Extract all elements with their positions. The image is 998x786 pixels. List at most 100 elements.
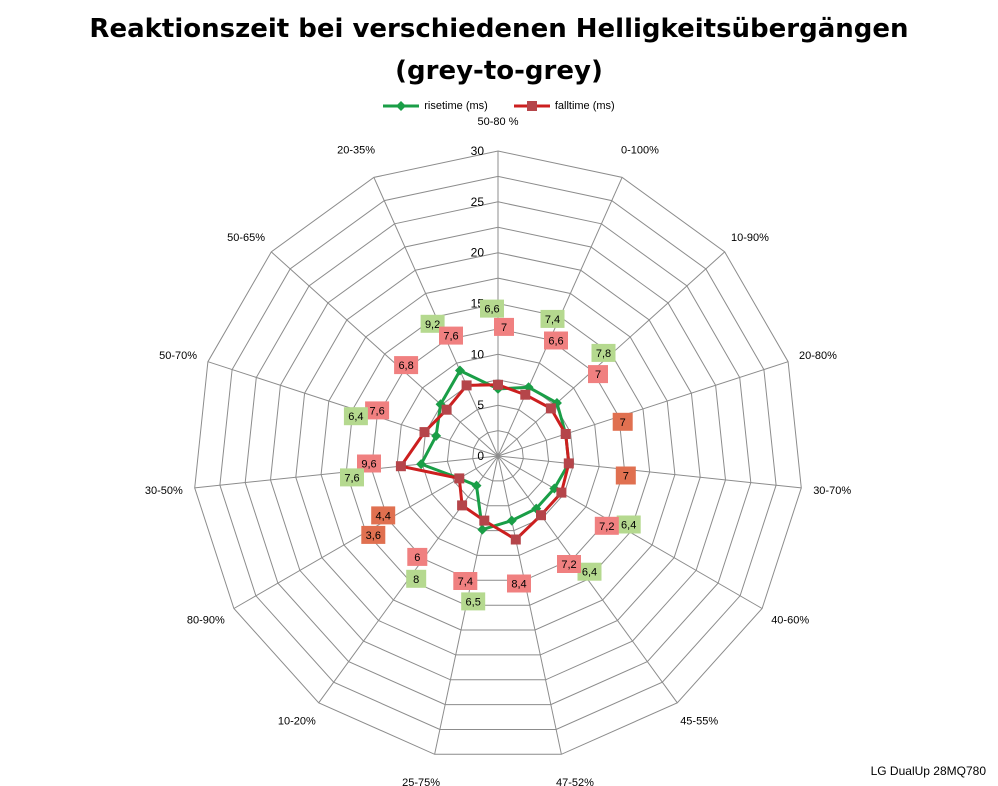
data-label: 6,4 — [582, 567, 597, 579]
data-label: 7 — [595, 369, 601, 381]
data-label-bg — [588, 365, 608, 384]
legend-label-risetime: risetime (ms) — [424, 100, 488, 112]
brand-label: LG DualUp 28MQ780 — [870, 764, 986, 778]
data-point-risetime — [471, 480, 482, 491]
legend-swatch-risetime — [383, 101, 420, 111]
data-label-bg — [361, 525, 386, 544]
data-label: 6,6 — [548, 336, 563, 348]
title-line-1: Reaktionszeit bei verschiedenen Helligke… — [89, 14, 909, 44]
data-point-falltime — [454, 473, 465, 484]
data-point-risetime — [454, 365, 465, 376]
data-point-falltime — [441, 404, 452, 415]
data-label-bg — [453, 572, 478, 590]
data-point-falltime — [510, 534, 521, 545]
data-label: 7,2 — [561, 559, 576, 571]
data-label: 4,4 — [376, 510, 391, 522]
data-label: 7 — [620, 417, 626, 429]
data-label: 7,2 — [599, 521, 614, 533]
data-label: 7 — [501, 322, 507, 334]
category-label: 25-75% — [402, 777, 440, 786]
legend-item-falltime: falltime (ms) — [513, 100, 615, 112]
data-label-bg — [507, 574, 531, 593]
data-label-bg — [357, 454, 381, 473]
data-point-falltime — [563, 458, 574, 469]
category-label: 50-80 % — [478, 116, 519, 128]
grid-ring — [345, 302, 651, 606]
data-point-falltime — [395, 461, 406, 472]
data-point-falltime — [461, 380, 472, 391]
category-label: 0-100% — [621, 144, 659, 156]
data-label-bg — [615, 466, 636, 485]
data-label-bg — [612, 412, 633, 431]
tick-label: 25 — [471, 195, 485, 209]
grid-ring — [371, 328, 625, 581]
data-label: 7,6 — [344, 472, 359, 484]
data-point-falltime — [545, 403, 556, 414]
tick-label: 10 — [471, 347, 485, 361]
data-label-bg — [371, 506, 396, 525]
data-label-bg — [343, 407, 368, 426]
tick-label: 20 — [471, 246, 485, 260]
title-line-2: (grey-to-grey) — [395, 56, 603, 86]
data-label-bg — [591, 343, 616, 362]
grid-ring — [295, 252, 701, 656]
category-label: 20-35% — [337, 144, 375, 156]
data-label-bg — [406, 569, 427, 588]
data-label: 6,8 — [398, 360, 413, 372]
data-label: 9,2 — [425, 319, 440, 331]
grid-spoke — [497, 361, 789, 457]
data-label: 7,4 — [458, 576, 473, 588]
category-label: 50-65% — [227, 232, 265, 244]
data-label: 6 — [414, 552, 420, 564]
grid-ring — [194, 150, 802, 755]
data-label-bg — [439, 326, 463, 345]
category-label: 40-60% — [771, 615, 809, 627]
data-point-falltime — [479, 515, 490, 526]
grid-spoke — [497, 455, 802, 489]
data-label-bg — [544, 331, 568, 350]
tick-label: 30 — [471, 144, 485, 158]
legend: risetime (ms) falltime (ms) — [0, 100, 998, 112]
category-label: 80-90% — [187, 615, 225, 627]
data-label-bg — [594, 516, 619, 535]
data-label: 8 — [413, 574, 419, 586]
data-label-bg — [480, 299, 504, 318]
data-label-bg — [494, 317, 514, 336]
data-label-bg — [420, 314, 445, 333]
data-label-bg — [461, 592, 486, 611]
legend-label-falltime: falltime (ms) — [554, 100, 615, 112]
data-label: 3,6 — [366, 530, 381, 542]
data-label: 6,6 — [484, 304, 499, 316]
data-label-bg — [340, 468, 364, 487]
data-label: 6,5 — [466, 596, 481, 608]
data-label-bg — [616, 515, 641, 534]
data-point-falltime — [493, 379, 503, 390]
data-label: 9,6 — [361, 459, 376, 471]
data-label: 6,4 — [348, 411, 363, 423]
grid-ring — [396, 353, 600, 556]
legend-item-risetime: risetime (ms) — [383, 100, 488, 112]
grid-ring — [244, 201, 752, 706]
category-label: 10-90% — [731, 232, 769, 244]
data-label: 7,8 — [596, 348, 611, 360]
grid-ring — [219, 175, 777, 730]
category-label: 30-50% — [145, 485, 183, 497]
series-line-falltime — [398, 383, 571, 542]
data-label: 8,4 — [511, 579, 526, 591]
tick-label: 5 — [477, 398, 484, 412]
data-point-risetime — [506, 515, 517, 526]
data-label-bg — [394, 356, 419, 375]
grid-ring — [472, 430, 524, 482]
data-label-bg — [407, 547, 428, 566]
category-label: 20-80% — [799, 350, 837, 362]
data-point-falltime — [419, 427, 430, 438]
grid-ring — [320, 277, 676, 631]
data-label: 7,6 — [369, 405, 384, 417]
grid-ring — [446, 404, 550, 507]
data-point-falltime — [556, 487, 567, 498]
data-label-bg — [577, 562, 602, 581]
data-label: 7,4 — [545, 314, 560, 326]
data-label: 7,6 — [443, 331, 458, 343]
data-label-bg — [365, 401, 390, 420]
